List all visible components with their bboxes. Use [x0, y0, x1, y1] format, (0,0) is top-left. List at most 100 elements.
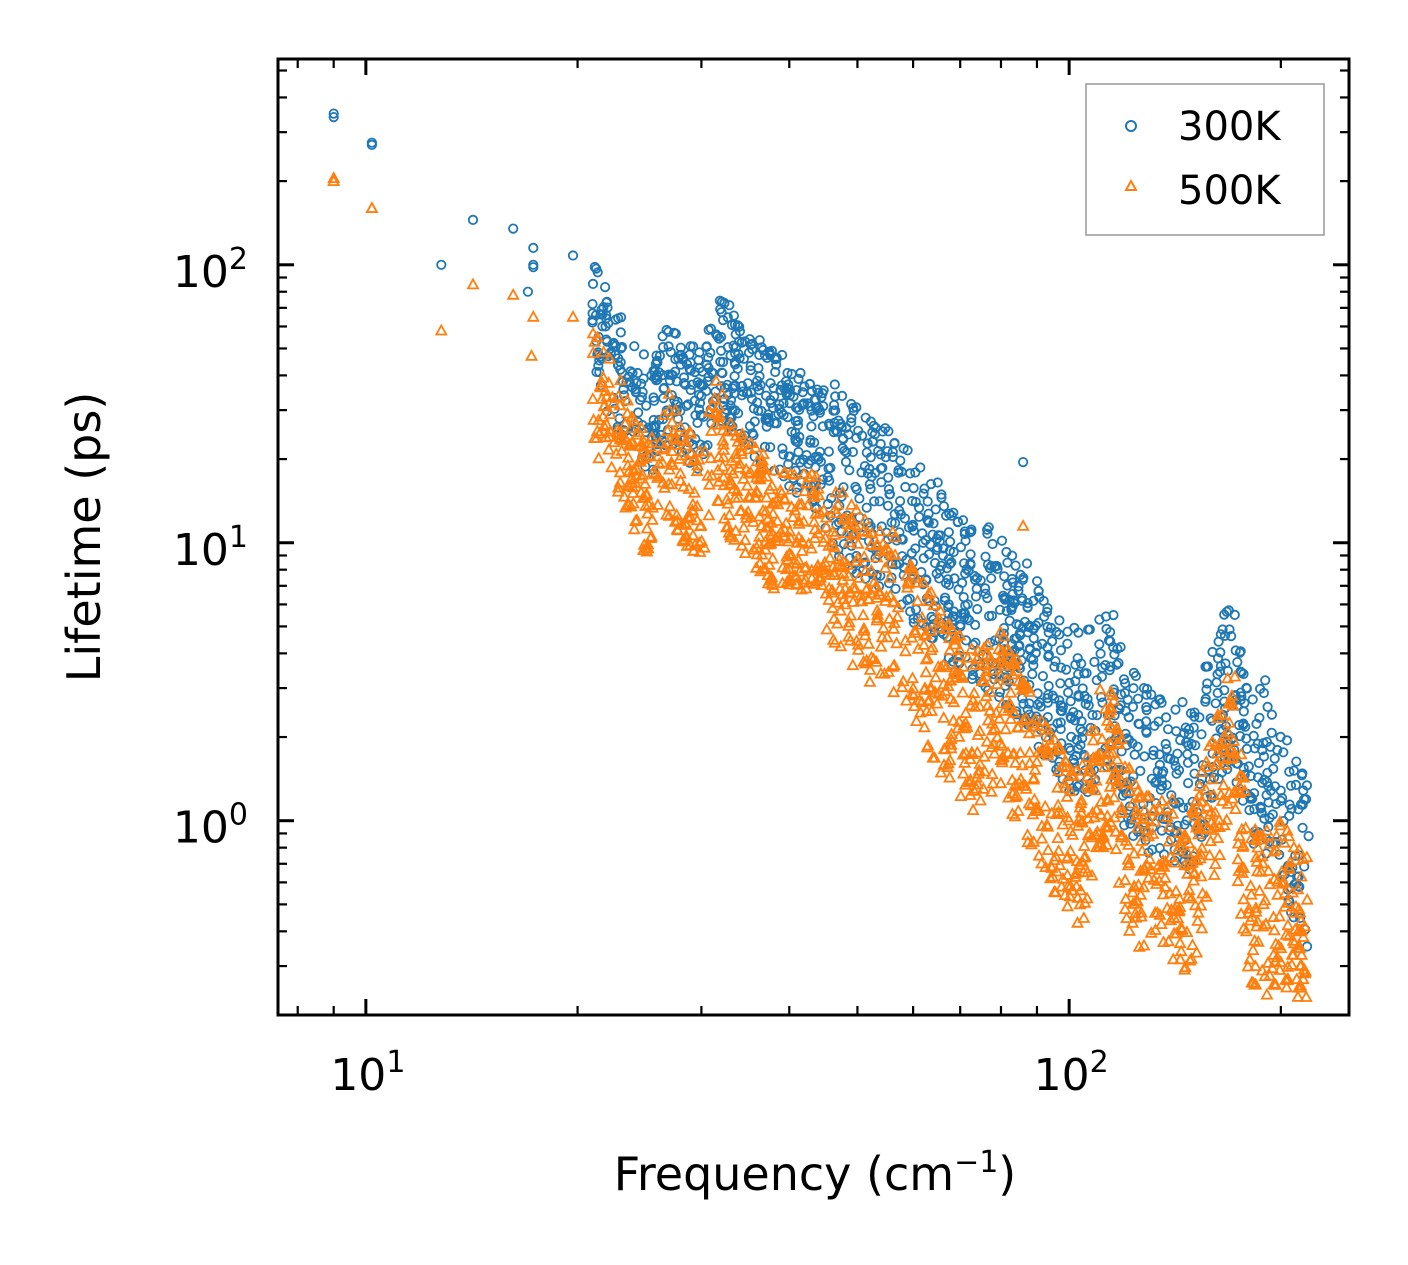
point-500K-1353: [1187, 806, 1201, 818]
point-500K-968: [794, 497, 808, 510]
point-500K-601: [638, 477, 652, 489]
point-300K-1108: [1065, 696, 1076, 707]
point-300K-1385: [1148, 749, 1159, 761]
point-500K-486: [760, 490, 774, 503]
point-300K-1222: [734, 326, 746, 337]
point-500K-119: [857, 624, 871, 636]
point-500K-1082: [1279, 927, 1293, 940]
point-500K-1468: [834, 559, 848, 572]
point-500K-673: [1226, 750, 1240, 763]
point-300K-1246: [799, 398, 810, 409]
point-300K-1187: [757, 344, 769, 356]
point-500K-965: [852, 571, 866, 583]
point-500K-382: [924, 585, 938, 598]
point-500K-844: [992, 642, 1006, 654]
point-500K-1433: [1245, 975, 1259, 988]
point-500K-1154: [1015, 758, 1029, 771]
point-500K-833: [704, 424, 719, 436]
point-300K-176: [1253, 757, 1265, 769]
point-300K-1460: [703, 371, 714, 382]
point-300K-1289: [703, 352, 714, 363]
point-300K-1488: [900, 481, 911, 493]
point-500K-104: [888, 530, 902, 543]
point-500K-1062: [1187, 867, 1201, 879]
point-500K-7: [566, 309, 580, 322]
point-500K-317: [836, 485, 850, 498]
point-300K-1109: [1146, 689, 1157, 700]
point-500K-409: [690, 464, 704, 477]
point-500K-706: [1122, 783, 1136, 796]
point-500K-1106: [1194, 822, 1208, 834]
point-500K-943: [937, 742, 951, 754]
point-500K-1117: [645, 430, 659, 443]
point-500K-1273: [615, 443, 629, 456]
point-500K-1137: [698, 444, 712, 457]
point-500K-1236: [883, 588, 897, 601]
point-500K-1508: [327, 174, 341, 187]
point-300K-938: [1068, 706, 1079, 718]
point-300K-1333: [600, 321, 611, 332]
point-300K-1480: [693, 354, 704, 366]
point-500K-306: [1052, 844, 1066, 856]
point-300K-722: [910, 467, 921, 478]
point-500K-1084: [993, 736, 1007, 749]
point-300K-1470: [649, 420, 660, 431]
point-500K-1498: [1023, 745, 1037, 758]
point-500K-424: [917, 720, 931, 733]
point-500K-936: [792, 517, 806, 529]
point-300K-1090: [981, 524, 993, 535]
point-300K-694: [1150, 699, 1161, 710]
point-300K-331: [770, 366, 781, 378]
point-300K-180: [1049, 661, 1060, 672]
point-500K-1302: [867, 574, 881, 587]
point-500K-342: [1132, 790, 1146, 803]
point-500K-1074: [1164, 913, 1178, 926]
point-300K-428: [959, 526, 970, 537]
point-300K-1047: [636, 392, 648, 403]
point-300K-1522: [946, 557, 957, 568]
point-300K-1404: [1017, 593, 1028, 604]
point-300K-1106: [1262, 767, 1273, 778]
point-300K-1405: [701, 359, 712, 370]
point-300K-1220: [816, 392, 827, 403]
point-500K-548: [1248, 822, 1262, 835]
point-500K-1103: [644, 529, 659, 542]
point-300K-149: [882, 500, 894, 511]
point-500K-1451: [944, 691, 958, 704]
point-500K-1337: [1261, 956, 1275, 968]
point-300K-1184: [965, 549, 976, 560]
point-300K-1311: [902, 445, 913, 456]
point-500K-653: [1222, 786, 1236, 798]
point-500K-70: [876, 621, 891, 634]
point-500K-1479: [1061, 878, 1075, 891]
point-300K-648: [1050, 656, 1061, 667]
point-300K-1237: [1183, 724, 1195, 735]
point-500K-1420: [842, 535, 856, 548]
point-300K-525: [865, 416, 877, 427]
point-500K-1304: [734, 438, 748, 450]
point-300K-1440: [893, 465, 904, 476]
point-500K-1112: [1096, 828, 1110, 841]
point-300K-738: [1170, 704, 1181, 715]
point-300K-416: [675, 359, 686, 370]
point-500K-1247: [1038, 799, 1052, 812]
point-500K-1437: [1294, 869, 1308, 882]
point-300K-1341: [830, 425, 841, 436]
point-500K-1235: [1032, 848, 1046, 861]
point-500K-1284: [1289, 899, 1303, 912]
point-500K-522: [956, 659, 970, 672]
point-500K-950: [1093, 682, 1107, 695]
point-300K-690: [1104, 664, 1115, 676]
point-300K-297: [1043, 680, 1054, 692]
point-500K-1483: [959, 716, 973, 728]
point-300K-1144: [1018, 572, 1029, 583]
point-300K-1521: [917, 537, 929, 548]
point-500K-1175: [1115, 801, 1129, 813]
point-500K-1485: [1173, 952, 1187, 965]
point-500K-487: [1137, 862, 1151, 875]
point-500K-883: [993, 625, 1008, 637]
point-500K-572: [670, 508, 684, 520]
point-500K-442: [843, 633, 857, 646]
point-500K-511: [686, 528, 700, 541]
point-500K-1481: [1199, 782, 1213, 795]
